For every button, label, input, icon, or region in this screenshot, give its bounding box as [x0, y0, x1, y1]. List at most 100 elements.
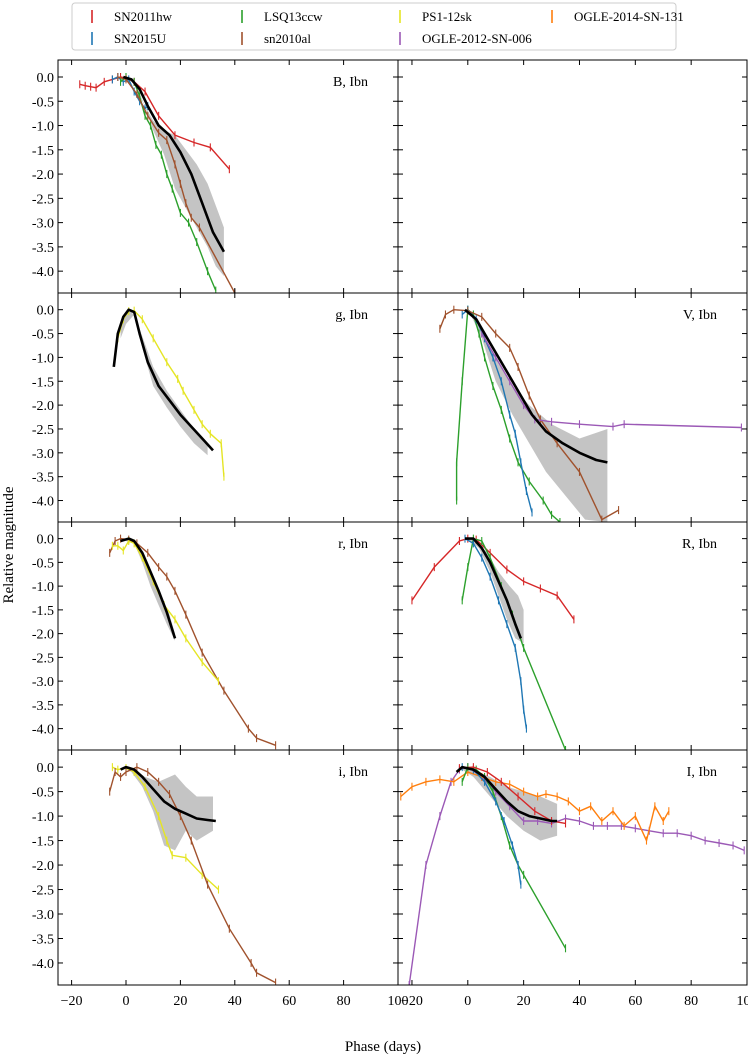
y-tick-label: -1.5 [32, 835, 54, 850]
y-tick-label: -2.5 [32, 192, 54, 207]
y-tick-label: -0.5 [32, 556, 54, 571]
legend-label: sn2010al [264, 31, 311, 46]
series-line [408, 766, 745, 985]
y-tick-label: -2.0 [32, 168, 54, 183]
panel-frame [57, 749, 399, 986]
legend-label: OGLE-2012-SN-006 [422, 31, 532, 46]
series-line [112, 540, 220, 682]
mean-curve [464, 308, 608, 464]
legend-label: SN2015U [114, 31, 167, 46]
x-axis-label: Phase (days) [345, 1039, 421, 1055]
panel-frame [397, 749, 748, 986]
x-tick-label: 0 [123, 994, 130, 1009]
series-line [455, 308, 561, 522]
y-tick-label: 0.0 [37, 71, 55, 86]
y-tick-label: -2.5 [32, 651, 54, 666]
uncertainty-band [465, 538, 524, 644]
plot-area [411, 534, 575, 750]
y-tick-label: 0.0 [37, 304, 55, 319]
plot-area [400, 763, 745, 985]
x-tick-label: 20 [517, 994, 531, 1009]
series-line [400, 771, 670, 843]
y-tick-label: -1.0 [32, 351, 54, 366]
x-tick-label: 60 [628, 994, 642, 1009]
y-axis-label: Relative magnitude [1, 486, 17, 603]
x-tick-label: 60 [282, 994, 296, 1009]
mean-curve [122, 75, 226, 253]
y-tick-label: -1.5 [32, 375, 54, 390]
y-tick-label: -4.0 [32, 495, 54, 510]
x-tick-label: −20 [61, 994, 83, 1009]
panel-frame [57, 521, 399, 751]
legend-label: OGLE-2014-SN-131 [574, 9, 684, 24]
panel: V, Ibn [397, 292, 748, 523]
plot-area [109, 763, 277, 985]
legend: SN2011hw SN2015U LSQ13ccw sn2010al PS1-12sk O… [71, 2, 684, 51]
plot-area [112, 306, 225, 481]
y-tick-label: -3.5 [32, 932, 54, 947]
panel-frame [57, 59, 399, 294]
y-tick-label: 0.0 [37, 761, 55, 776]
mean-curve [112, 308, 214, 452]
y-tick-label: -2.0 [32, 628, 54, 643]
y-tick-label: -1.5 [32, 604, 54, 619]
panel: −20 0 20 40 60 80 100 I, Ibn [397, 749, 748, 1009]
legend-label: LSQ13ccw [264, 9, 323, 24]
y-tick-label: -1.5 [32, 144, 54, 159]
uncertainty-band [123, 767, 213, 851]
legend-frame [71, 2, 677, 51]
y-tick-label: -3.5 [32, 471, 54, 486]
y-tick-label: -3.0 [32, 217, 54, 232]
plot-area [439, 305, 742, 522]
y-tick-label: 0.0 [37, 533, 55, 548]
panels: 0.0 -0.5 -1.0 -1.5 -2.0 -2.5 -3.0 -3.5 -4.0 B, Ib… [32, 59, 748, 1009]
y-tick-label: -4.0 [32, 723, 54, 738]
x-tick-label: 0 [464, 994, 471, 1009]
x-tick-label: 100 [388, 994, 409, 1009]
panel-label: I, Ibn [687, 765, 717, 780]
y-tick-label: -1.0 [32, 810, 54, 825]
x-tick-label: −20 [401, 994, 423, 1009]
y-tick-label: -0.5 [32, 95, 54, 110]
mean-curve [465, 537, 523, 639]
panel-label: g, Ibn [335, 308, 368, 323]
y-tick-label: -2.5 [32, 884, 54, 899]
y-tick-label: -4.0 [32, 957, 54, 972]
x-tick-label: 80 [684, 994, 698, 1009]
y-tick-label: -2.0 [32, 399, 54, 414]
y-tick-label: -2.0 [32, 859, 54, 874]
mean-curve [120, 537, 177, 639]
panel-label: V, Ibn [683, 308, 717, 323]
x-tick-label: 40 [572, 994, 586, 1009]
panel: 0.0 -0.5 -1.0 -1.5 -2.0 -2.5 -3.0 -3.5 -4.0 g, Ib… [32, 292, 399, 523]
x-tick-label: 100 [737, 994, 748, 1009]
panel-frame [397, 521, 748, 751]
series-line [117, 76, 236, 293]
series-line [117, 309, 225, 477]
panel: 0.0 -0.5 -1.0 -1.5 -2.0 -2.5 -3.0 -3.5 -4.0 r, Ib… [32, 521, 399, 751]
y-tick-label: -2.5 [32, 423, 54, 438]
panel-frame [397, 59, 748, 294]
series-line [439, 308, 619, 521]
panel: 0.0 -0.5 -1.0 -1.5 -2.0 -2.5 -3.0 -3.5 -4.0 B, Ib… [32, 59, 399, 294]
x-tick-label: 20 [173, 994, 187, 1009]
series-line [464, 537, 528, 729]
plot-area [109, 534, 277, 750]
y-tick-label: -3.5 [32, 699, 54, 714]
y-tick-label: -3.0 [32, 447, 54, 462]
x-tick-label: 80 [337, 994, 351, 1009]
y-tick-label: -3.5 [32, 241, 54, 256]
legend-label: SN2011hw [114, 9, 173, 24]
y-tick-label: -4.0 [32, 265, 54, 280]
series-line [481, 333, 742, 429]
uncertainty-band [120, 310, 208, 456]
y-tick-label: -0.5 [32, 328, 54, 343]
y-tick-label: -1.0 [32, 580, 54, 595]
panel-label: i, Ibn [338, 765, 368, 780]
panel-label: R, Ibn [682, 537, 717, 552]
mean-curve [120, 765, 216, 823]
uncertainty-band [465, 309, 608, 522]
panel-frame [57, 292, 399, 523]
panel [397, 59, 748, 294]
